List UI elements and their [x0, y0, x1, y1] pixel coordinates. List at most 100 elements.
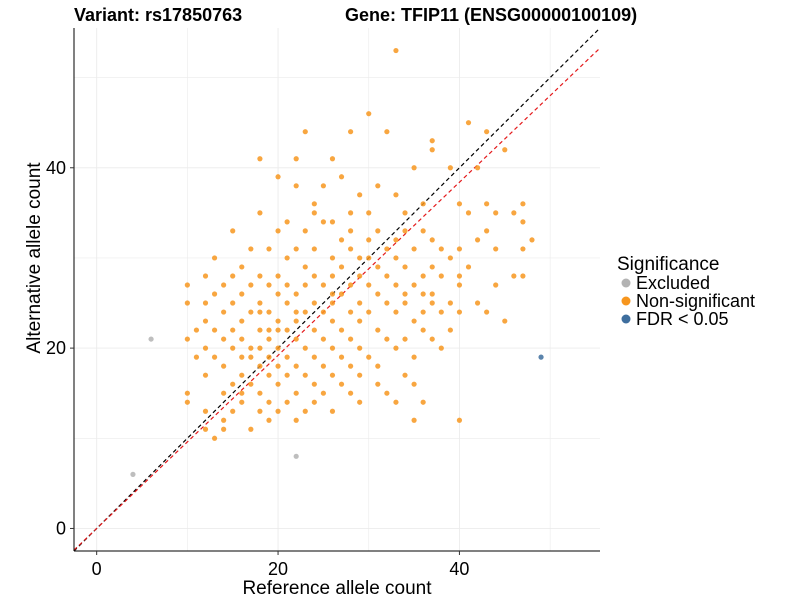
data-point-non-significant — [338, 291, 345, 297]
data-point-non-significant — [438, 345, 444, 351]
data-point-non-significant — [184, 390, 190, 396]
x-tick-label: 0 — [92, 559, 102, 579]
data-point-non-significant — [257, 390, 263, 396]
legend-label: Excluded — [636, 273, 710, 293]
data-point-non-significant — [266, 399, 272, 405]
data-point-non-significant — [311, 354, 317, 360]
grid-lines — [74, 28, 600, 551]
data-point-non-significant — [248, 354, 254, 360]
data-point-non-significant — [293, 156, 299, 162]
data-point-non-significant — [311, 399, 317, 405]
data-point-non-significant — [284, 327, 290, 333]
data-point-non-significant — [402, 228, 408, 234]
data-point-non-significant — [293, 183, 299, 189]
data-point-non-significant — [511, 210, 517, 216]
data-point-non-significant — [202, 273, 209, 279]
data-point-non-significant — [311, 300, 317, 306]
data-point-non-significant — [275, 345, 281, 351]
data-point-non-significant — [275, 228, 281, 234]
data-point-non-significant — [384, 246, 390, 252]
data-point-non-significant — [239, 399, 245, 405]
data-point-non-significant — [275, 273, 281, 279]
legend: Significance ExcludedNon-significantFDR … — [617, 254, 755, 329]
data-point-non-significant — [266, 372, 272, 378]
data-point-non-significant — [366, 309, 372, 315]
data-point-non-significant — [438, 273, 444, 279]
data-point-non-significant — [302, 309, 308, 315]
data-point-non-significant — [420, 228, 426, 234]
data-point-non-significant — [429, 237, 435, 243]
data-point-non-significant — [221, 417, 227, 423]
data-point-non-significant — [357, 273, 363, 279]
y-axis-title: Alternative allele count — [24, 162, 45, 354]
data-point-non-significant — [221, 282, 227, 288]
data-point-non-significant — [411, 354, 417, 360]
data-point-non-significant — [357, 399, 363, 405]
data-point-non-significant — [329, 219, 336, 225]
y-tick-label: 20 — [46, 338, 66, 358]
data-point-non-significant — [230, 327, 236, 333]
data-point-non-significant — [456, 282, 463, 288]
data-point-non-significant — [257, 309, 263, 315]
data-point-non-significant — [293, 417, 299, 423]
data-point-non-significant — [275, 291, 281, 297]
data-point-non-significant — [447, 165, 453, 171]
data-point-non-significant — [438, 246, 444, 252]
data-point-non-significant — [293, 318, 299, 324]
data-point-non-significant — [239, 372, 245, 378]
data-point-non-significant — [311, 381, 317, 387]
data-point-fdr-0-05 — [538, 354, 544, 360]
data-point-non-significant — [420, 291, 426, 297]
data-point-non-significant — [266, 282, 272, 288]
data-point-non-significant — [284, 300, 290, 306]
data-point-non-significant — [375, 381, 381, 387]
data-point-non-significant — [366, 111, 372, 117]
data-point-non-significant — [456, 201, 463, 207]
data-point-non-significant — [284, 255, 290, 261]
data-point-non-significant — [311, 273, 317, 279]
data-point-non-significant — [502, 318, 508, 324]
x-axis-title: Reference allele count — [242, 578, 432, 599]
data-point-non-significant — [329, 255, 336, 261]
data-point-non-significant — [493, 246, 499, 252]
data-point-non-significant — [375, 183, 381, 189]
data-point-non-significant — [320, 183, 326, 189]
data-point-non-significant — [221, 336, 227, 342]
legend-title: Significance — [617, 254, 719, 275]
data-point-non-significant — [230, 273, 236, 279]
data-points — [130, 47, 544, 477]
data-point-non-significant — [411, 282, 417, 288]
data-point-non-significant — [248, 309, 254, 315]
data-point-non-significant — [230, 408, 236, 414]
data-point-non-significant — [384, 300, 390, 306]
data-point-non-significant — [529, 237, 535, 243]
variant-title: Variant: rs17850763 — [74, 5, 242, 25]
data-point-non-significant — [375, 363, 381, 369]
data-point-non-significant — [384, 273, 390, 279]
data-point-non-significant — [293, 246, 299, 252]
data-point-non-significant — [474, 300, 481, 306]
legend-key-non-significant — [621, 296, 631, 306]
data-point-non-significant — [393, 255, 399, 261]
data-point-non-significant — [302, 372, 308, 378]
data-point-non-significant — [230, 381, 236, 387]
data-point-non-significant — [239, 318, 245, 324]
data-point-non-significant — [402, 210, 408, 216]
reference-lines — [73, 27, 601, 552]
data-point-non-significant — [484, 201, 490, 207]
data-point-non-significant — [393, 345, 399, 351]
data-point-non-significant — [320, 309, 326, 315]
data-point-non-significant — [302, 282, 308, 288]
y-tick-label: 40 — [46, 158, 66, 178]
data-point-non-significant — [348, 228, 354, 234]
data-point-non-significant — [275, 408, 281, 414]
data-point-non-significant — [320, 282, 326, 288]
data-point-non-significant — [275, 363, 281, 369]
data-point-non-significant — [438, 309, 444, 315]
data-point-non-significant — [202, 345, 209, 351]
data-point-non-significant — [266, 246, 272, 252]
data-point-non-significant — [357, 192, 363, 198]
data-point-non-significant — [465, 120, 472, 126]
data-point-non-significant — [465, 264, 472, 270]
